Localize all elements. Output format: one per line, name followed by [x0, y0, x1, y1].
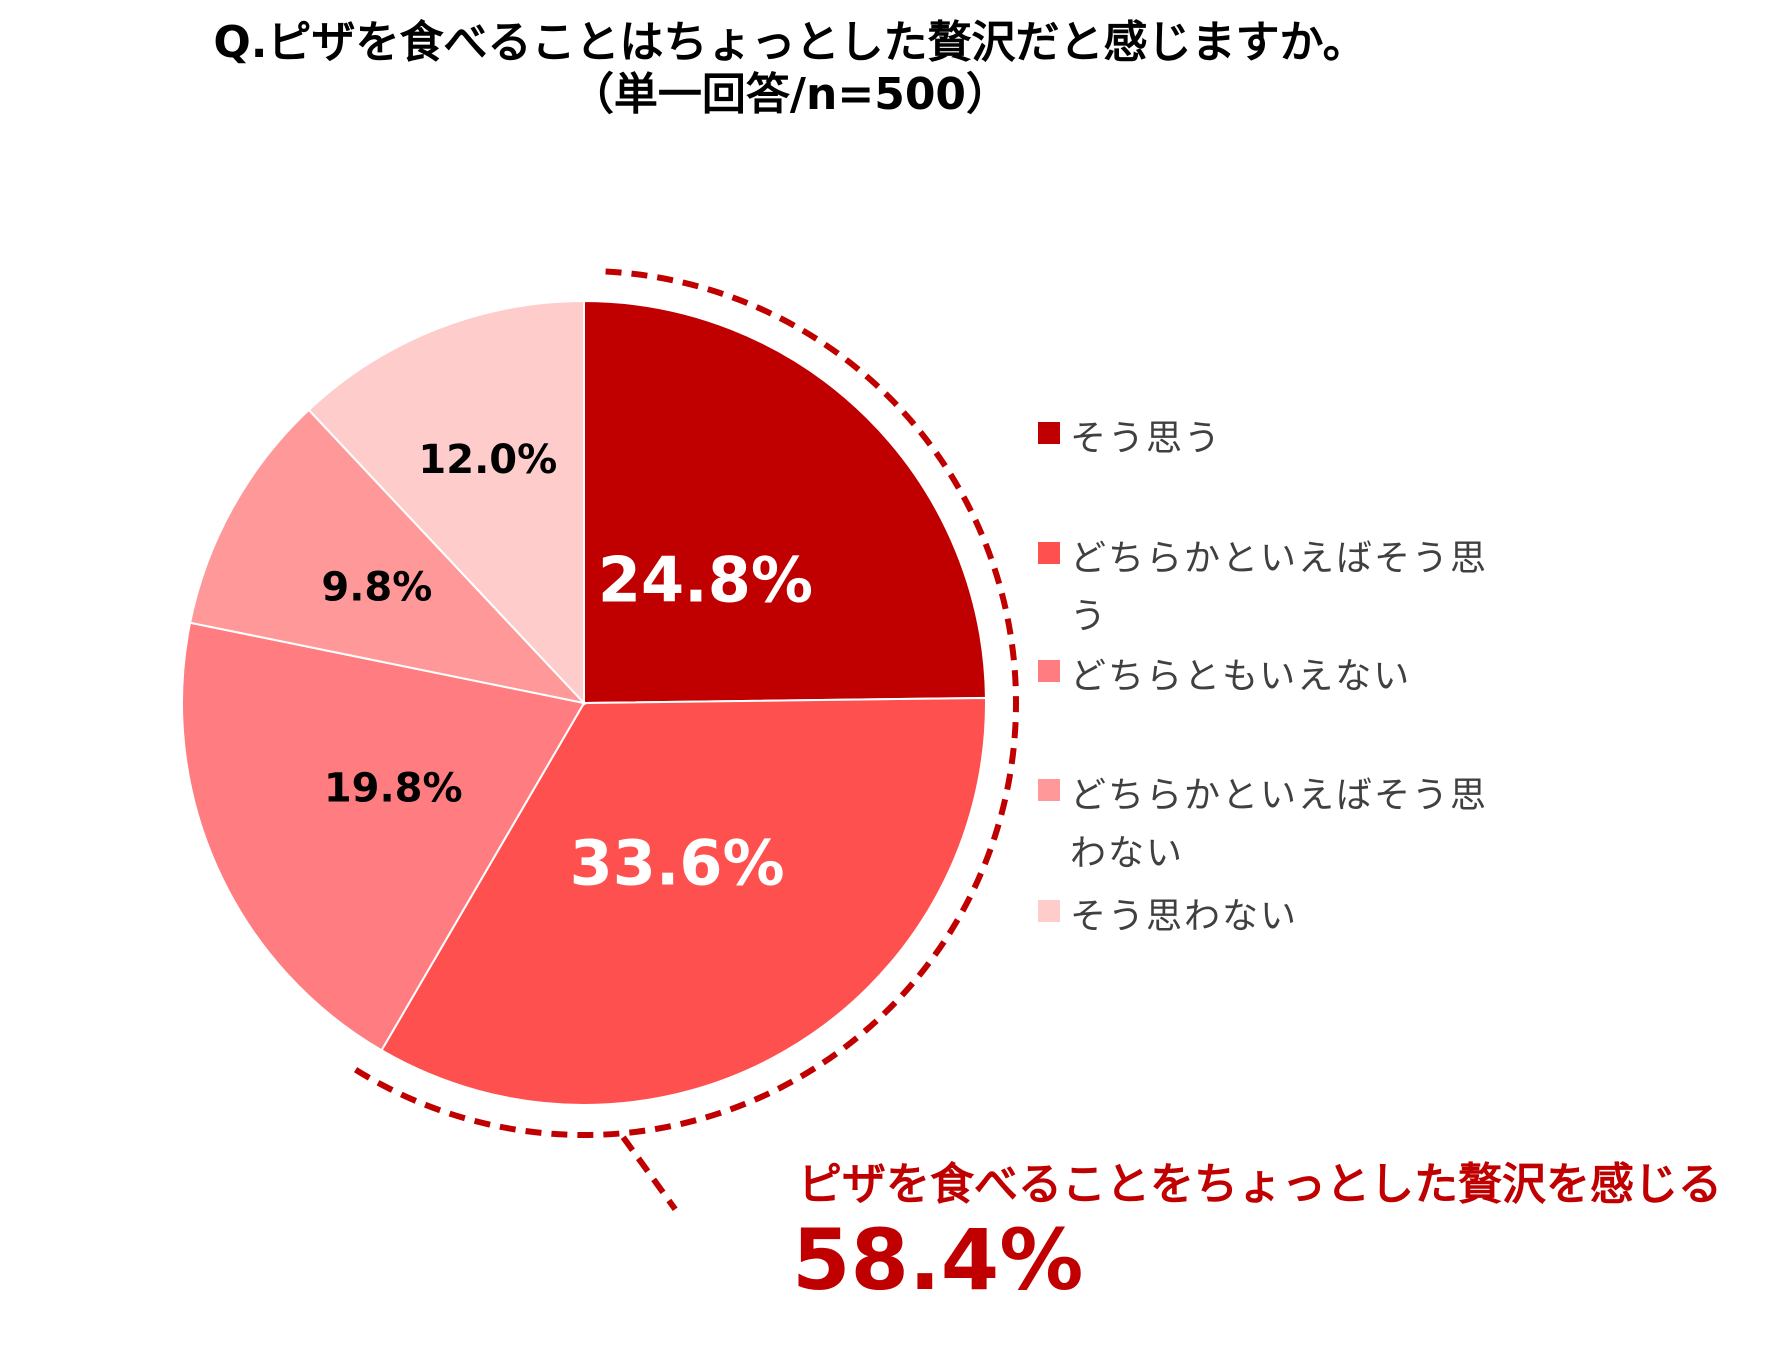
legend-label: どちらかといえばそう思う [1070, 538, 1489, 637]
callout-value: 58.4% [792, 1211, 1084, 1309]
legend-item: そう思う [1038, 410, 1490, 468]
data-label: 19.8% [324, 765, 463, 811]
legend-swatch [1038, 542, 1060, 564]
legend-swatch [1038, 422, 1060, 444]
callout-text: ピザを食べることをちょっとした贅沢を感じる [798, 1159, 1722, 1210]
pie-slice [307, 299, 585, 706]
callout-leader-line [620, 1135, 678, 1211]
legend-swatch [1038, 900, 1060, 922]
legend-label: どちらかといえばそう思わない [1070, 775, 1489, 874]
legend-label: どちらともいえない [1070, 656, 1412, 697]
chart-title: Q.ピザを食べることはちょっとした贅沢だと感じますか。 [213, 17, 1367, 68]
legend-item: そう思わない [1038, 888, 1490, 946]
legend-label: そう思わない [1070, 896, 1299, 937]
data-label: 24.8% [598, 544, 813, 617]
chart-subtitle: （単一回答/n=500） [569, 69, 1011, 120]
pie-slice [380, 696, 987, 1106]
legend-swatch [1038, 660, 1060, 682]
pie-slice [583, 299, 987, 705]
callout-arc [350, 268, 1019, 1138]
legend-swatch [1038, 779, 1060, 801]
legend-item: どちらかといえばそう思わない [1038, 767, 1490, 883]
pie-slice [181, 621, 586, 1052]
data-label: 12.0% [418, 437, 557, 483]
legend-item: どちらともいえない [1038, 648, 1490, 706]
legend-item: どちらかといえばそう思う [1038, 530, 1490, 646]
pie-slice [188, 408, 587, 705]
data-label: 33.6% [570, 826, 785, 899]
legend-label: そう思う [1070, 418, 1223, 459]
data-label: 9.8% [321, 564, 432, 610]
